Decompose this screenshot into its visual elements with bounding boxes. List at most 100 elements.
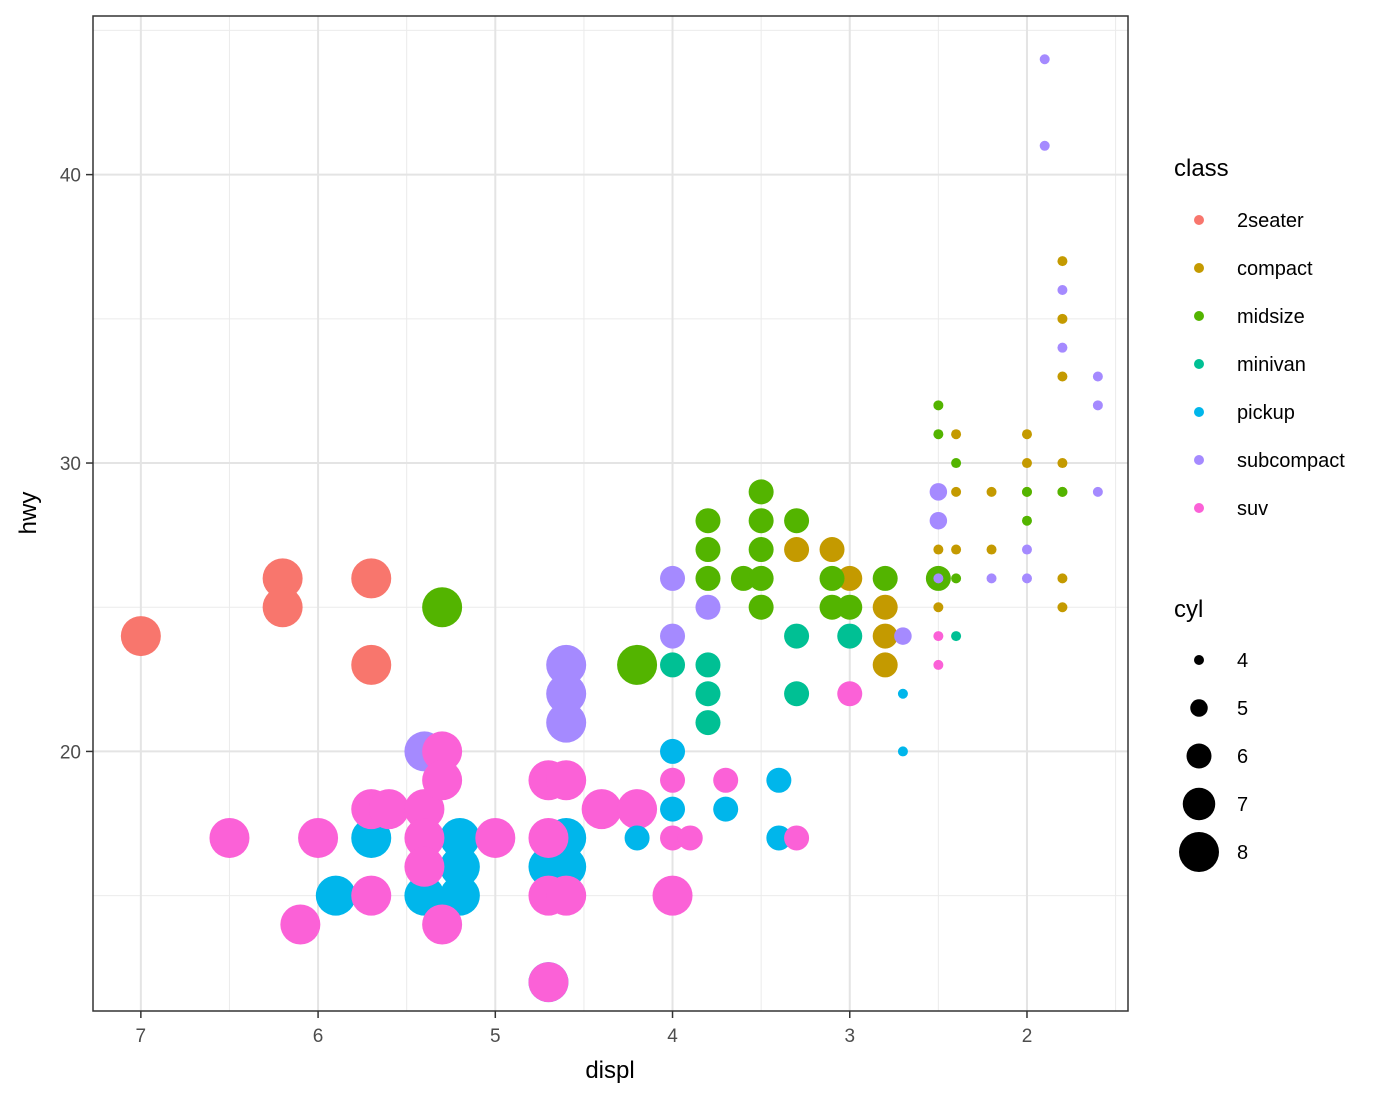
data-point-suv (528, 962, 569, 1003)
data-point-minivan (784, 623, 810, 649)
x-tick-label: 6 (313, 1026, 324, 1047)
data-point-suv (933, 659, 944, 670)
data-point-compact (1021, 429, 1032, 440)
data-point-minivan (837, 623, 863, 649)
data-point-suv (475, 817, 516, 858)
data-point-compact (1057, 602, 1068, 613)
data-point-compact (837, 565, 863, 591)
data-point-2seater (351, 558, 392, 599)
data-point-compact (1057, 256, 1068, 267)
legend-key-2seater (1194, 215, 1204, 225)
data-point-pickup (766, 767, 792, 793)
data-point-midsize (730, 565, 756, 591)
data-point-midsize (951, 458, 962, 469)
y-tick-label: 40 (60, 166, 81, 187)
data-point-midsize (837, 594, 863, 620)
data-point-suv (404, 846, 445, 887)
data-point-subcompact (894, 627, 912, 645)
data-point-midsize (695, 537, 721, 563)
data-point-suv (298, 817, 339, 858)
legend-size-label-5: 5 (1237, 698, 1248, 720)
data-point-compact (1057, 371, 1068, 382)
legend-key-pickup (1194, 407, 1204, 417)
data-point-minivan (660, 652, 686, 678)
data-point-compact (986, 486, 997, 497)
data-point-subcompact (546, 702, 587, 743)
legend-size-key-7 (1182, 787, 1216, 821)
y-tick-label: 30 (60, 454, 81, 475)
x-tick-label: 2 (1022, 1026, 1033, 1047)
legend-label-midsize: midsize (1237, 306, 1305, 328)
data-point-midsize (819, 565, 845, 591)
data-point-compact (986, 544, 997, 555)
data-point-subcompact (1039, 54, 1050, 65)
legend-size-key-8 (1179, 832, 1219, 872)
data-point-compact (1057, 458, 1068, 469)
data-point-compact (951, 544, 962, 555)
data-point-pickup (713, 796, 739, 822)
y-axis: 20 30 40 (60, 166, 93, 763)
legend-key-compact (1194, 263, 1204, 273)
data-point-minivan (784, 681, 810, 707)
data-point-pickup (546, 846, 587, 887)
data-point-subcompact (1057, 342, 1068, 353)
legend-label-2seater: 2seater (1237, 210, 1304, 232)
data-point-subcompact (1057, 284, 1068, 295)
class-legend-title: class (1174, 155, 1229, 182)
data-point-pickup (624, 825, 650, 851)
data-point-suv (933, 631, 944, 642)
legend-key-subcompact (1194, 455, 1204, 465)
data-point-midsize (748, 594, 774, 620)
data-point-2seater (262, 587, 303, 628)
data-point-pickup (660, 738, 686, 764)
data-point-compact (1057, 313, 1068, 324)
data-point-suv (280, 904, 321, 945)
legend-key-suv (1194, 503, 1204, 513)
x-axis-title: displ (585, 1057, 634, 1084)
data-point-subcompact (1092, 400, 1103, 411)
data-point-midsize (1057, 486, 1068, 497)
legend-label-compact: compact (1237, 258, 1313, 280)
data-point-compact (1021, 458, 1032, 469)
data-point-suv (581, 789, 622, 830)
data-point-minivan (695, 681, 721, 707)
data-point-2seater (120, 616, 161, 657)
data-point-suv (546, 875, 587, 916)
data-point-subcompact (933, 573, 944, 584)
data-point-suv (677, 825, 703, 851)
data-point-suv (617, 789, 658, 830)
data-point-subcompact (986, 573, 997, 584)
data-point-midsize (748, 537, 774, 563)
data-point-pickup (897, 746, 908, 757)
data-point-2seater (351, 644, 392, 685)
plot-panel (92, 15, 1129, 1012)
data-point-subcompact (660, 565, 686, 591)
x-tick-label: 4 (667, 1026, 678, 1047)
x-tick-label: 5 (490, 1026, 501, 1047)
data-point-suv (404, 789, 445, 830)
data-point-pickup (766, 825, 792, 851)
legend-size-label-7: 7 (1237, 794, 1248, 816)
data-point-subcompact (546, 644, 587, 685)
data-point-minivan (695, 710, 721, 736)
data-point-subcompact (1021, 544, 1032, 555)
data-point-suv (422, 731, 463, 772)
data-point-subcompact (1092, 371, 1103, 382)
cyl-legend-title: cyl (1174, 596, 1203, 623)
data-point-suv (422, 904, 463, 945)
data-point-midsize (872, 565, 898, 591)
data-point-pickup (351, 817, 392, 858)
x-tick-label: 7 (136, 1026, 147, 1047)
data-point-midsize (784, 508, 810, 534)
data-point-suv (209, 817, 250, 858)
x-tick-label: 3 (844, 1026, 855, 1047)
data-point-suv (713, 767, 739, 793)
data-point-suv (351, 875, 392, 916)
data-point-compact (872, 652, 898, 678)
legend-size-key-6 (1186, 743, 1212, 769)
data-point-subcompact (1039, 140, 1050, 151)
legend-key-midsize (1194, 311, 1204, 321)
data-point-pickup (897, 688, 908, 699)
class-legend: class 2seater compact midsize minivan pickup… (1174, 155, 1345, 520)
